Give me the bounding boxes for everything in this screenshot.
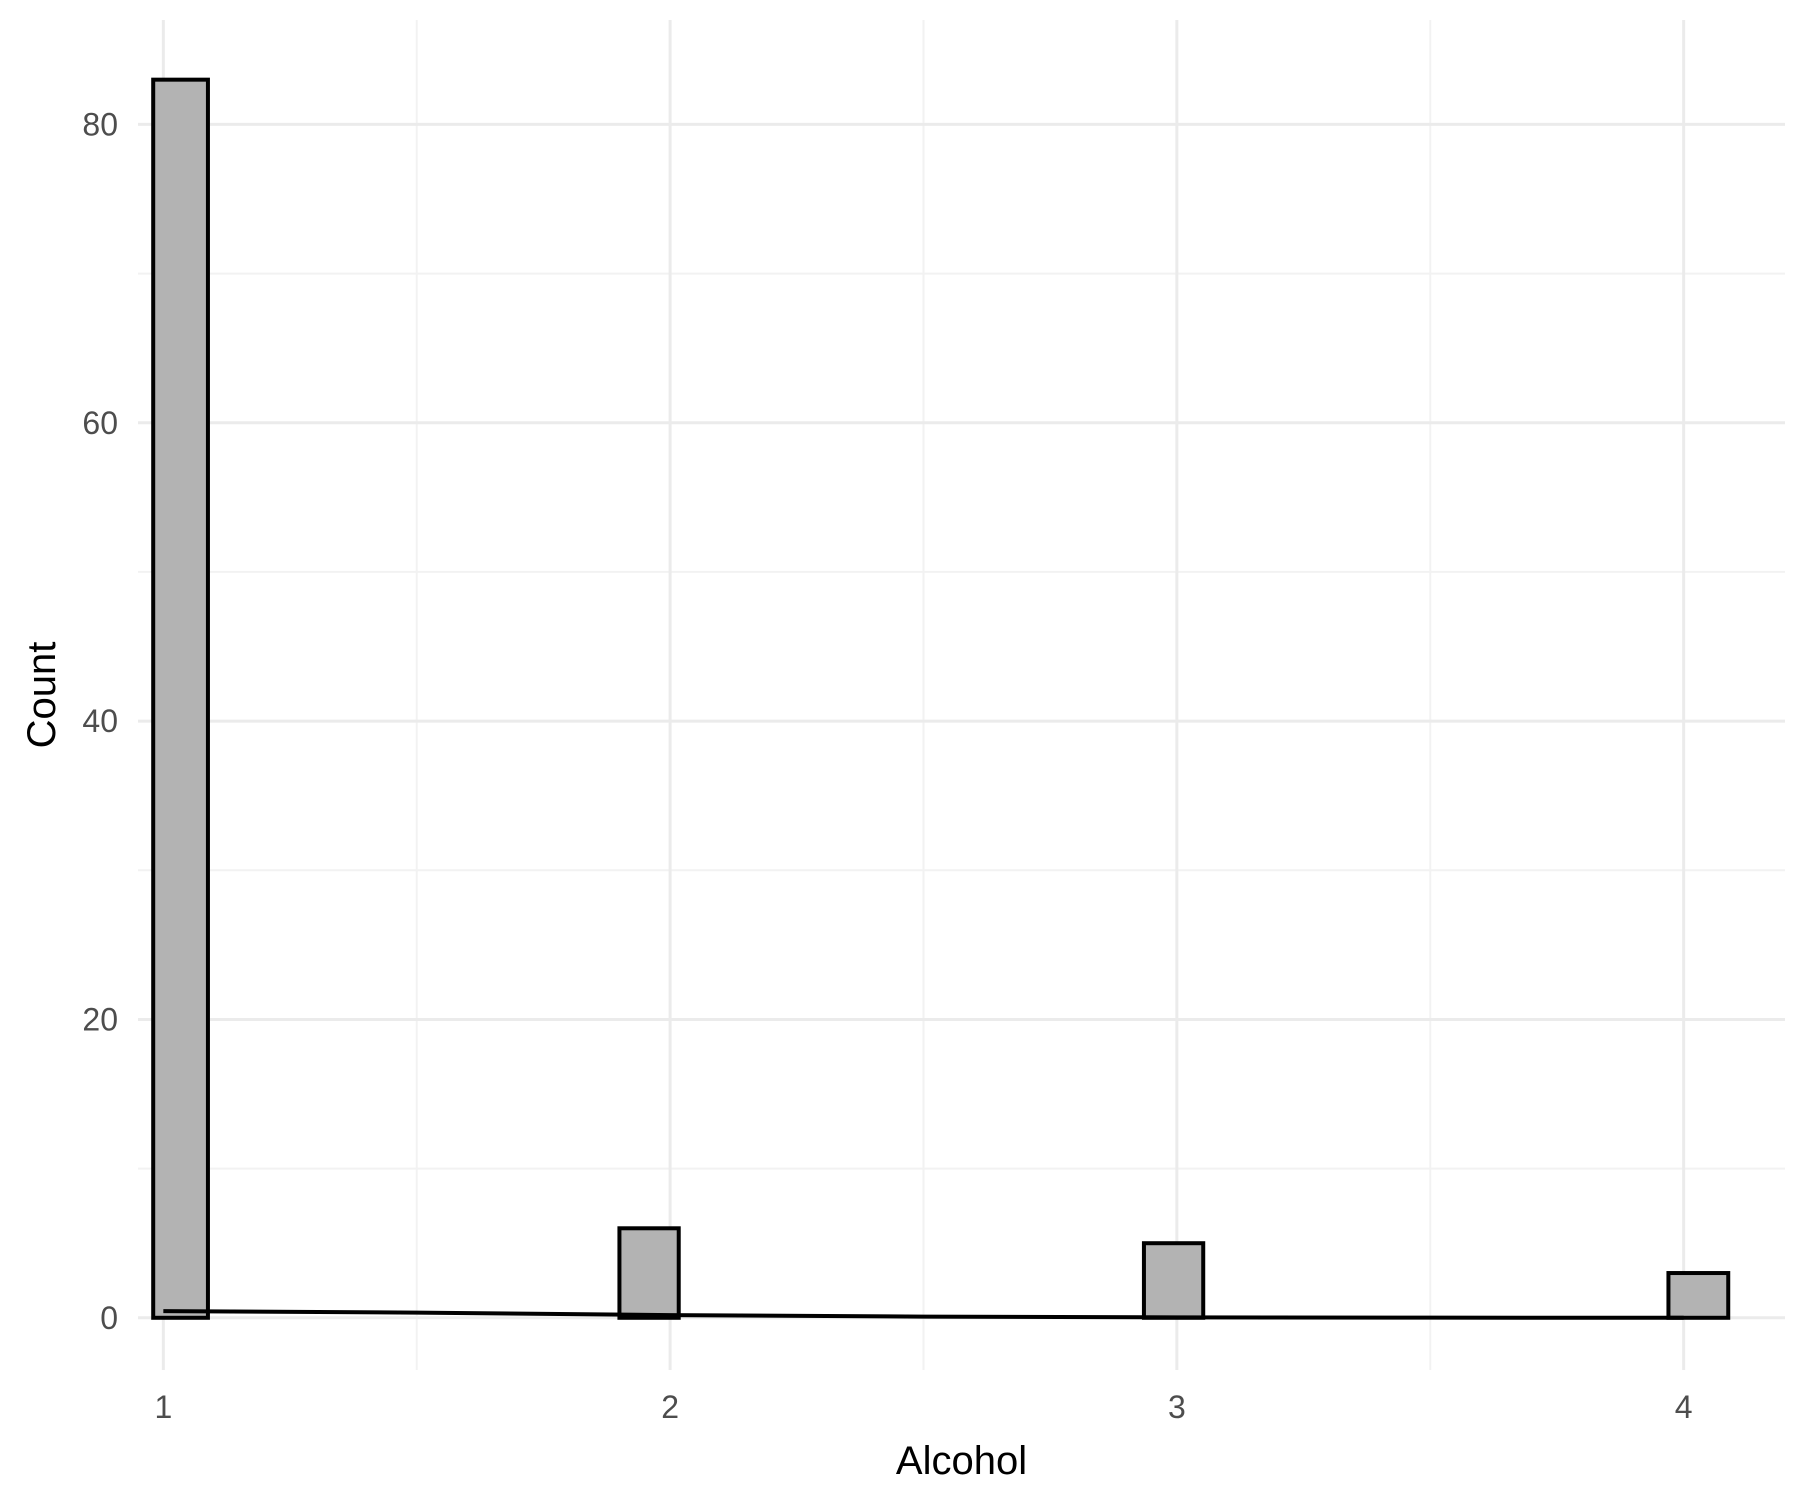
histogram-bars [151, 77, 1731, 1320]
histogram-bar [1141, 1241, 1206, 1320]
x-tick-label: 4 [1675, 1389, 1693, 1425]
x-tick-label: 2 [661, 1389, 679, 1425]
y-tick-label: 20 [82, 1001, 118, 1037]
y-tick-label: 80 [82, 106, 118, 142]
y-axis-title: Count [20, 642, 64, 749]
histogram-bar [617, 1226, 681, 1320]
x-tick-label: 1 [154, 1389, 172, 1425]
x-axis-title: Alcohol [896, 1439, 1027, 1483]
histogram-bar [1666, 1271, 1731, 1320]
density-line-layer [163, 1309, 1684, 1320]
density-line [163, 1309, 1684, 1320]
grid-lines [138, 20, 1785, 1370]
x-tick-label: 3 [1168, 1389, 1186, 1425]
y-tick-label: 40 [82, 703, 118, 739]
histogram-bar [151, 77, 210, 1320]
y-tick-label: 60 [82, 405, 118, 441]
tick-labels: 0 20 40 60 80 1 2 3 4 [82, 106, 1692, 1425]
y-tick-label: 0 [100, 1300, 118, 1336]
